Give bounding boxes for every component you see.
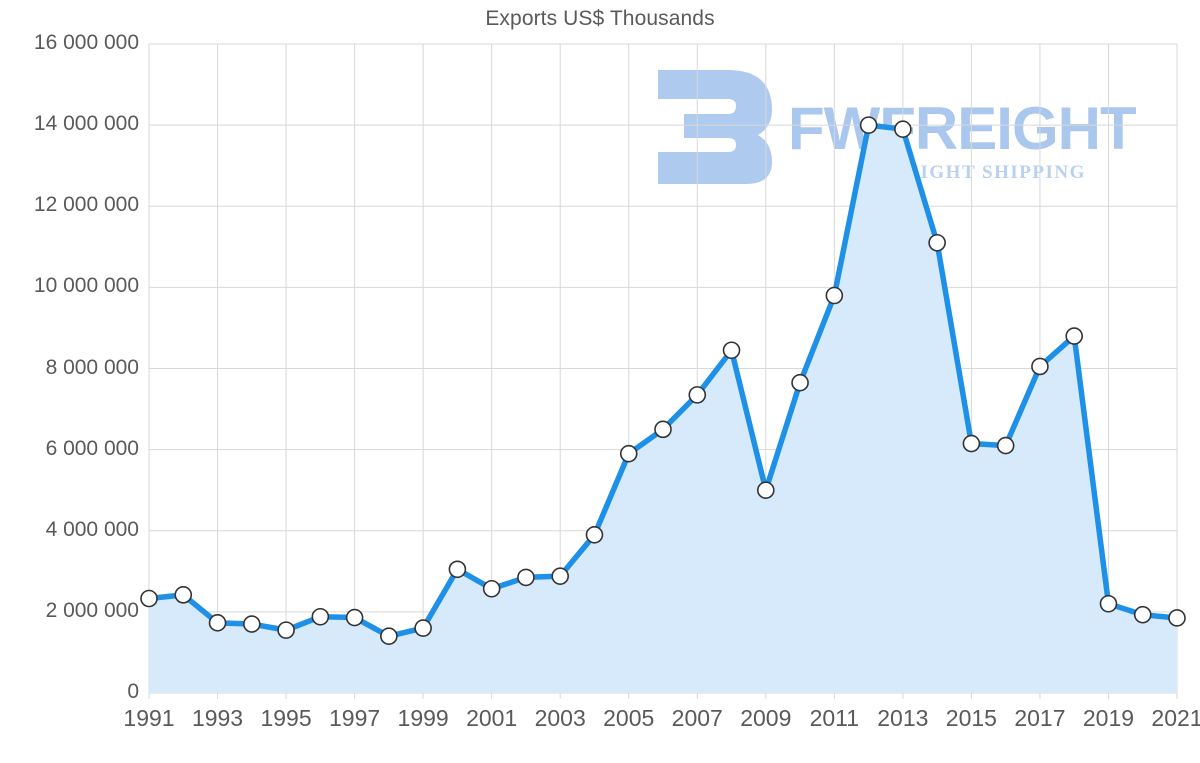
data-point-marker[interactable] bbox=[722, 341, 741, 360]
data-point-marker[interactable] bbox=[311, 607, 330, 626]
x-axis-tick-label: 2017 bbox=[1014, 705, 1066, 731]
x-axis-tick-label: 2013 bbox=[877, 705, 929, 731]
data-point-marker[interactable] bbox=[1168, 609, 1186, 627]
x-axis-tick-label: 2005 bbox=[603, 705, 655, 731]
y-axis-tick-label: 12 000 000 bbox=[33, 193, 139, 217]
y-axis-tick-label: 16 000 000 bbox=[33, 31, 139, 54]
data-point-markers bbox=[140, 116, 1186, 646]
x-axis-tick-label: 2003 bbox=[534, 705, 586, 731]
data-point-marker[interactable] bbox=[791, 373, 809, 392]
y-axis-tick-label: 6 000 000 bbox=[45, 436, 139, 460]
data-point-marker[interactable] bbox=[654, 420, 672, 439]
data-point-marker[interactable] bbox=[688, 386, 707, 404]
x-axis-tick-label: 2015 bbox=[945, 705, 997, 731]
data-point-marker[interactable] bbox=[140, 589, 158, 608]
data-point-marker[interactable] bbox=[859, 116, 878, 134]
data-point-marker[interactable] bbox=[894, 120, 912, 138]
data-point-marker[interactable] bbox=[756, 481, 775, 499]
data-point-marker[interactable] bbox=[928, 233, 946, 252]
y-axis-tick-label: 8 000 000 bbox=[45, 355, 139, 379]
y-axis-tick-label: 14 000 000 bbox=[33, 112, 139, 136]
data-point-marker[interactable] bbox=[448, 560, 467, 579]
x-axis-tick-label: 1995 bbox=[260, 705, 312, 731]
data-point-marker[interactable] bbox=[277, 621, 295, 639]
data-point-marker[interactable] bbox=[174, 586, 193, 604]
x-axis-tick-label: 1991 bbox=[123, 705, 175, 731]
x-axis-tick-label: 2021 bbox=[1151, 705, 1200, 731]
data-point-marker[interactable] bbox=[551, 567, 570, 585]
data-point-marker[interactable] bbox=[208, 614, 227, 632]
data-point-marker[interactable] bbox=[996, 436, 1015, 455]
x-axis-tick-label: 1993 bbox=[191, 705, 244, 731]
data-point-marker[interactable] bbox=[380, 627, 398, 646]
data-point-marker[interactable] bbox=[1031, 357, 1049, 376]
y-axis-tick-label: 4 000 000 bbox=[45, 517, 139, 541]
data-point-marker[interactable] bbox=[585, 526, 604, 544]
y-axis-tick-label: 0 bbox=[127, 680, 139, 703]
data-point-marker[interactable] bbox=[1065, 327, 1083, 345]
data-point-marker[interactable] bbox=[1133, 605, 1152, 624]
x-axis-tick-label: 2019 bbox=[1082, 705, 1135, 731]
x-axis-tick-label: 2001 bbox=[466, 705, 518, 731]
data-point-marker[interactable] bbox=[517, 568, 535, 587]
x-axis-tick-label: 1999 bbox=[397, 705, 449, 731]
data-point-marker[interactable] bbox=[345, 608, 364, 627]
x-axis-tick-label: 2007 bbox=[671, 705, 723, 731]
data-point-marker[interactable] bbox=[619, 444, 638, 463]
data-point-marker[interactable] bbox=[243, 615, 261, 633]
data-point-marker[interactable] bbox=[825, 286, 844, 305]
x-axis-tick-label: 2011 bbox=[809, 705, 860, 731]
data-point-marker[interactable] bbox=[414, 619, 432, 637]
data-point-marker[interactable] bbox=[1099, 594, 1118, 613]
y-axis-tick-label: 10 000 000 bbox=[33, 274, 139, 298]
x-axis-tick-label: 2009 bbox=[740, 705, 792, 731]
data-point-marker[interactable] bbox=[962, 434, 981, 453]
area-fill bbox=[149, 125, 1177, 693]
data-point-marker[interactable] bbox=[482, 579, 501, 598]
chart-title: Exports US$ Thousands bbox=[485, 7, 715, 30]
y-axis-tick-label: 2 000 000 bbox=[45, 598, 139, 622]
x-axis-tick-label: 1997 bbox=[329, 705, 381, 731]
